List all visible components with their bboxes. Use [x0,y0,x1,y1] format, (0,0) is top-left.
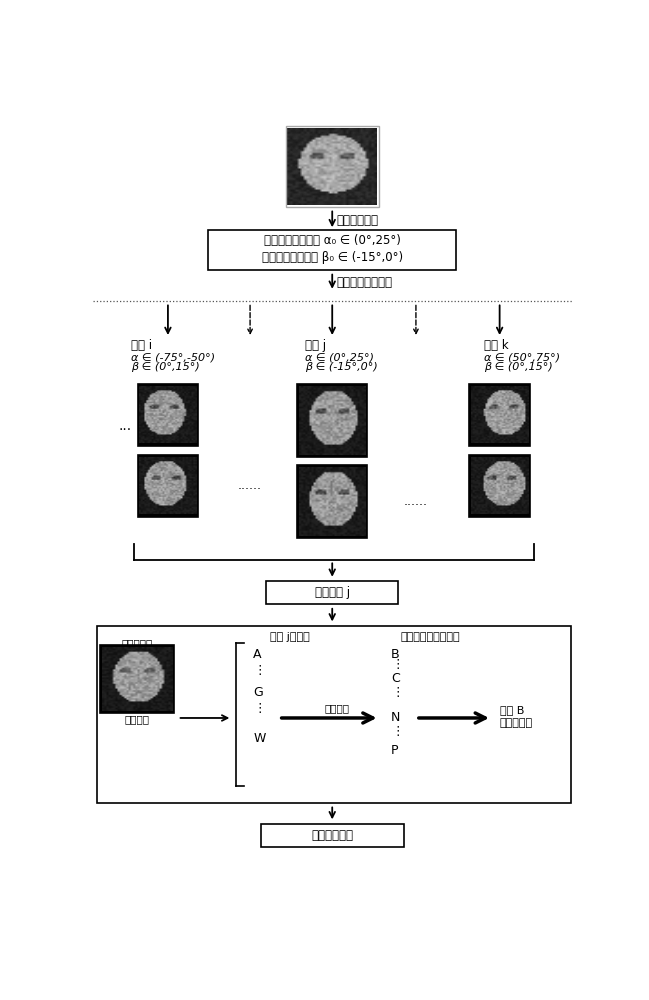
Text: 选择人脸识别模型: 选择人脸识别模型 [336,276,392,289]
Text: 上下旋转方向角度 β₀ ∈ (-15°,0°): 上下旋转方向角度 β₀ ∈ (-15°,0°) [262,251,403,264]
Text: 模型 k: 模型 k [484,339,509,352]
Text: 模型 i: 模型 i [130,339,152,352]
Text: G: G [253,686,263,699]
Bar [266,581,398,604]
Text: 完成人脸识别: 完成人脸识别 [312,829,353,842]
Text: N: N [391,711,400,724]
Bar [100,645,174,713]
Bar [469,384,530,446]
Text: 身份 B: 身份 B [500,705,524,715]
Bar [297,384,367,457]
Text: 余弦相似度降序排列: 余弦相似度降序排列 [400,632,459,642]
Text: ⋮: ⋮ [391,725,404,738]
Bar [260,824,404,847]
Text: A: A [253,648,262,661]
Text: W: W [253,732,265,745]
Bar [297,465,367,538]
Text: ⋮: ⋮ [253,664,265,677]
Text: C: C [391,672,400,685]
Text: ......: ...... [238,479,262,492]
Text: α ∈ (-75°,-50°): α ∈ (-75°,-50°) [130,352,215,362]
Text: B: B [391,648,400,661]
Text: 选择模型 j: 选择模型 j [315,586,350,599]
Text: ⋮: ⋮ [391,686,404,699]
Text: 模型 j: 模型 j [305,339,326,352]
Text: β ∈ (0°,15°): β ∈ (0°,15°) [484,362,553,372]
Text: 计算人脸角度: 计算人脸角度 [336,214,378,227]
Bar [100,645,174,713]
Text: 特征比对: 特征比对 [125,714,149,724]
Bar [208,230,456,270]
Text: ...: ... [119,419,132,433]
Text: P: P [391,744,398,757]
Text: α ∈ (0°,25°): α ∈ (0°,25°) [305,352,374,362]
Text: 比对结果: 比对结果 [324,703,349,713]
Text: ⋮: ⋮ [391,658,404,671]
Text: 相似度最大: 相似度最大 [500,718,533,728]
Bar [138,384,198,446]
Text: β ∈ (-15°,0°): β ∈ (-15°,0°) [305,362,378,372]
Text: α ∈ (50°,75°): α ∈ (50°,75°) [484,352,560,362]
Bar [138,455,198,517]
Text: β ∈ (0°,15°): β ∈ (0°,15°) [130,362,199,372]
Text: ⋮: ⋮ [253,702,265,715]
Text: 待识别人脸: 待识别人脸 [121,638,153,648]
Bar [97,626,571,803]
Bar [469,455,530,517]
Text: ......: ...... [404,495,428,508]
Bar [286,126,379,207]
Text: 模型 j数据库: 模型 j数据库 [271,632,310,642]
Text: 左右旋转方向角度 α₀ ∈ (0°,25°): 左右旋转方向角度 α₀ ∈ (0°,25°) [263,234,400,247]
